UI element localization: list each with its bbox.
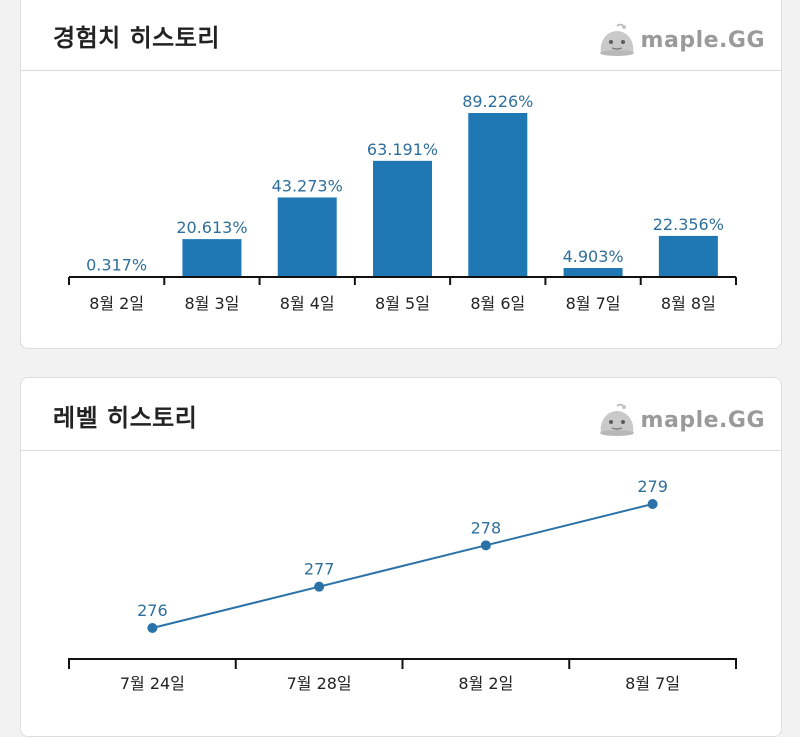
bar-data-label: 63.191% [367,140,438,159]
x-tick-label: 8월 8일 [661,294,716,313]
x-tick-label: 8월 7일 [566,294,621,313]
bar-data-label: 4.903% [563,247,624,266]
data-point[interactable] [480,540,491,551]
bar[interactable] [658,235,718,277]
bar[interactable] [468,113,528,277]
bar[interactable] [182,239,242,277]
slime-icon [599,23,634,56]
data-point[interactable] [314,581,325,592]
level-card-header: 레벨 히스토리 maple.GG [21,378,781,451]
point-data-label: 279 [637,477,668,496]
bar-data-label: 89.226% [462,92,533,111]
point-data-label: 276 [137,601,168,620]
x-tick-label: 8월 5일 [375,294,430,313]
x-tick-label: 7월 28일 [287,674,352,693]
x-tick-label: 8월 4일 [280,294,335,313]
bar[interactable] [373,160,432,277]
exp-card-header: 경험치 히스토리 maple.GG [21,0,781,71]
bar-data-label: 22.356% [653,215,724,234]
point-data-label: 277 [304,560,335,579]
level-history-card: 레벨 히스토리 maple.GG 276 7월 24일 277 7월 28일 278 8월… [20,377,782,737]
series-line [152,503,653,629]
bar-data-label: 43.273% [272,176,343,195]
x-tick-label: 7월 24일 [120,674,185,693]
brand-logo[interactable]: maple.GG [597,403,765,437]
bar[interactable] [277,197,337,277]
data-point[interactable] [147,623,158,633]
x-tick-label: 8월 6일 [470,294,525,313]
x-tick-label: 8월 2일 [89,294,144,313]
x-tick-label: 8월 3일 [184,294,239,313]
bar-data-label: 0.317% [86,255,147,274]
point-data-label: 278 [471,518,502,537]
brand-text: maple.GG [640,27,765,53]
level-line-chart: 276 7월 24일 277 7월 28일 278 8월 2일 279 8월 7일 [68,477,737,693]
exp-history-card: 경험치 히스토리 maple.GG 0.317% 8월 2일 20.613% 8월 3… [20,0,782,349]
level-card-title: 레벨 히스토리 [53,404,198,432]
x-tick-label: 8월 2일 [458,674,513,693]
brand-logo[interactable]: maple.GG [597,23,765,57]
x-tick-label: 8월 7일 [625,674,680,693]
exp-bar-chart: 0.317% 8월 2일 20.613% 8월 3일 43.273% 8월 4일 63.19… [68,92,737,313]
data-point[interactable] [647,499,658,509]
slime-icon [599,403,634,436]
bar[interactable] [563,267,623,277]
exp-card-title: 경험치 히스토리 [53,24,220,52]
bar-data-label: 20.613% [176,218,247,237]
brand-text: maple.GG [640,407,765,433]
